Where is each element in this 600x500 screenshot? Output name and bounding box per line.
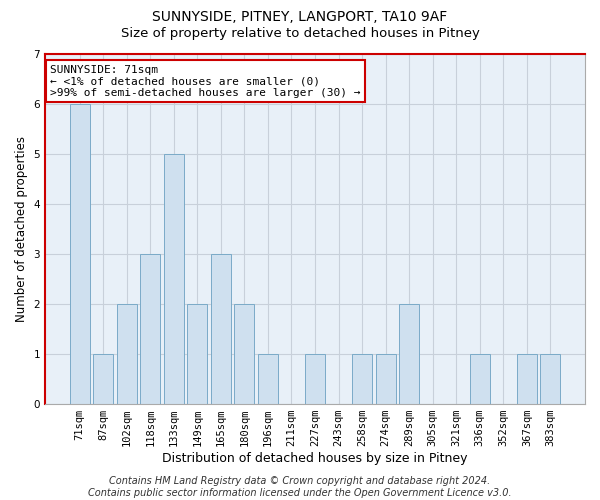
Text: SUNNYSIDE, PITNEY, LANGPORT, TA10 9AF: SUNNYSIDE, PITNEY, LANGPORT, TA10 9AF bbox=[152, 10, 448, 24]
Bar bbox=[352, 354, 372, 404]
Bar bbox=[211, 254, 231, 404]
Text: SUNNYSIDE: 71sqm
← <1% of detached houses are smaller (0)
>99% of semi-detached : SUNNYSIDE: 71sqm ← <1% of detached house… bbox=[50, 64, 361, 98]
Bar bbox=[235, 304, 254, 404]
X-axis label: Distribution of detached houses by size in Pitney: Distribution of detached houses by size … bbox=[162, 452, 468, 465]
Bar bbox=[164, 154, 184, 404]
Bar bbox=[470, 354, 490, 404]
Bar bbox=[187, 304, 208, 404]
Bar bbox=[116, 304, 137, 404]
Bar bbox=[517, 354, 537, 404]
Text: Contains HM Land Registry data © Crown copyright and database right 2024.
Contai: Contains HM Land Registry data © Crown c… bbox=[88, 476, 512, 498]
Bar bbox=[399, 304, 419, 404]
Bar bbox=[376, 354, 395, 404]
Bar bbox=[70, 104, 89, 404]
Y-axis label: Number of detached properties: Number of detached properties bbox=[15, 136, 28, 322]
Bar bbox=[93, 354, 113, 404]
Bar bbox=[140, 254, 160, 404]
Bar bbox=[541, 354, 560, 404]
Bar bbox=[258, 354, 278, 404]
Text: Size of property relative to detached houses in Pitney: Size of property relative to detached ho… bbox=[121, 28, 479, 40]
Bar bbox=[305, 354, 325, 404]
